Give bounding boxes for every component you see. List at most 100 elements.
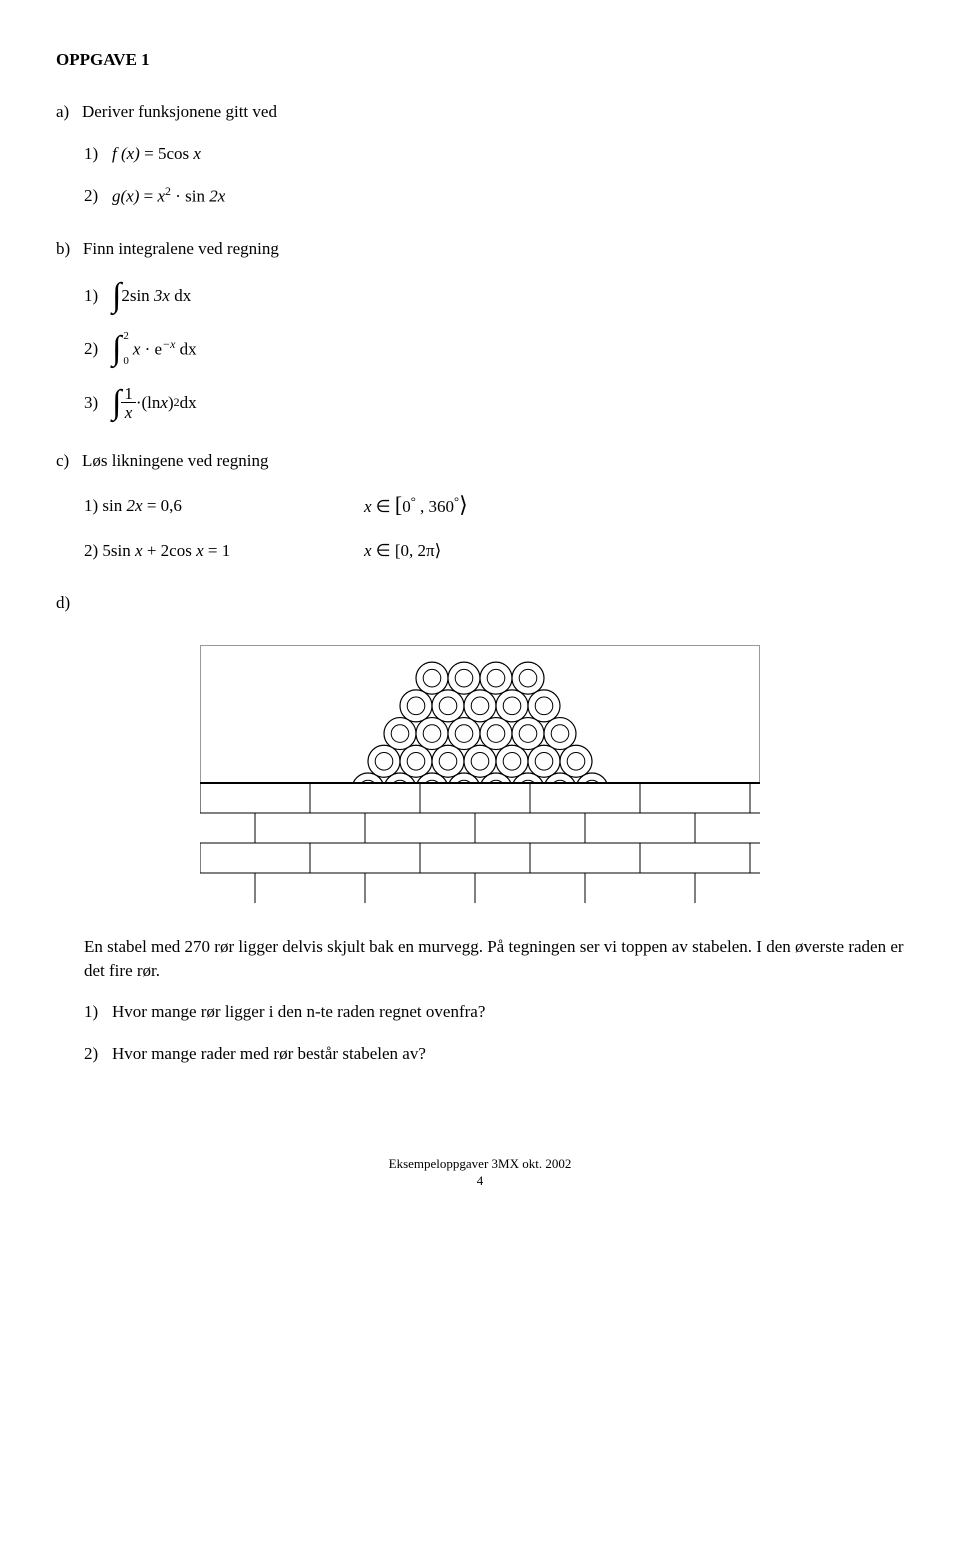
b3-ln: ln (147, 391, 160, 415)
c2-afn: sin (111, 541, 131, 560)
section-c: c) Løs likningene ved regning 1) sin 2x … (56, 449, 904, 563)
c1-dom-a: 0 (402, 497, 411, 516)
a1-var: x (189, 144, 201, 163)
part-a-label: a) (56, 102, 78, 121)
b3-integral: ∫ 1 x · (ln x)2 dx (112, 385, 197, 421)
section-b: b) Finn integralene ved regning 1) ∫ 2si… (56, 237, 904, 421)
d-question-1: 1) Hvor mange rør ligger i den n-te rade… (84, 1000, 904, 1024)
page-footer: Eksempeloppgaver 3MX okt. 2002 4 (56, 1156, 904, 1190)
b3-number: 3) (84, 391, 112, 415)
c2-number: 2) (84, 541, 98, 560)
c2-dom-comma: , (409, 541, 418, 560)
c2-bcoef: 2 (161, 541, 170, 560)
b2-exp: −x (162, 337, 175, 351)
c2-domain: x ∈ [0, 2π⟩ (364, 539, 544, 563)
pipe-stack-svg (200, 645, 760, 905)
c2-acoef: 5 (102, 541, 111, 560)
c2-dom-in: ∈ (372, 541, 395, 560)
footer-page-number: 4 (56, 1173, 904, 1190)
c2-eq: = 1 (204, 541, 231, 560)
b3-dx: dx (180, 391, 197, 415)
b2-limits: 2 0 (123, 331, 129, 367)
a2-lhs: g(x) (112, 187, 139, 206)
a2-a: x (157, 187, 165, 206)
b-item-3: 3) ∫ 1 x · (ln x)2 dx (84, 385, 904, 421)
a1-formula: f (x) = 5cos x (112, 142, 201, 166)
c2-plus: + (143, 541, 161, 560)
b2-upper: 2 (123, 331, 129, 342)
part-a-intro: Deriver funksjonene gitt ved (82, 102, 277, 121)
d-q1-number: 1) (84, 1000, 112, 1024)
d-question-2: 2) Hvor mange rader med rør består stabe… (84, 1042, 904, 1066)
footer-line1: Eksempeloppgaver 3MX okt. 2002 (56, 1156, 904, 1173)
integral-sign-icon: ∫ (112, 279, 121, 313)
a-item-1: 1) f (x) = 5cos x (84, 142, 904, 166)
a1-fn: cos (166, 144, 189, 163)
c1-dom-b: 360 (429, 497, 455, 516)
part-c-intro: Løs likningene ved regning (82, 451, 269, 470)
a2-number: 2) (84, 184, 112, 208)
a2-formula: g(x) = x2 · sin 2x (112, 183, 225, 208)
a1-eq: = (140, 144, 158, 163)
c2-dom-rb: ⟩ (435, 541, 442, 560)
b3-frac-num: 1 (121, 385, 136, 403)
c-item-1: 1) sin 2x = 0,6 x ∈ [0° , 360°⟩ (84, 490, 904, 521)
b-item-1: 1) ∫ 2sin 3x dx (84, 279, 904, 313)
c1-dom-var: x (364, 497, 372, 516)
d-para-text: En stabel med 270 rør ligger delvis skju… (84, 935, 904, 983)
c2-dom-a: 0 (401, 541, 410, 560)
c1-dom-comma: , (416, 497, 429, 516)
c2-bvar: x (192, 541, 204, 560)
b1-arg: 3x (150, 286, 175, 305)
b2-integrand: x · e−x dx (133, 336, 197, 361)
c1-fn: sin (102, 496, 122, 515)
a2-dot: · (171, 187, 185, 206)
d-q1-text: Hvor mange rør ligger i den n-te raden r… (112, 1000, 485, 1024)
part-b-intro: Finn integralene ved regning (83, 239, 279, 258)
task-title: OPPGAVE 1 (56, 48, 904, 72)
c2-equation: 2) 5sin x + 2cos x = 1 (84, 539, 364, 563)
a-item-2: 2) g(x) = x2 · sin 2x (84, 183, 904, 208)
section-d: d) En stabel med 270 rør ligger delvis s… (56, 591, 904, 1066)
integral-sign-icon: ∫ (112, 332, 121, 366)
b3-lnvar: x (160, 391, 168, 415)
c1-arg: 2x (122, 496, 142, 515)
c1-eq: = 0,6 (143, 496, 182, 515)
c1-domain: x ∈ [0° , 360°⟩ (364, 490, 544, 521)
b3-frac-den: x (122, 403, 136, 421)
b2-integral: ∫ 2 0 x · e−x dx (112, 331, 197, 367)
a1-number: 1) (84, 142, 112, 166)
b1-integrand: 2sin 3x dx (121, 284, 191, 308)
b2-a: x (133, 340, 145, 359)
pipe-stack-figure (56, 645, 904, 905)
b1-dx: dx (174, 286, 191, 305)
c1-dom-in: ∈ (372, 497, 395, 516)
section-a: a) Deriver funksjonene gitt ved 1) f (x)… (56, 100, 904, 209)
b2-number: 2) (84, 337, 112, 361)
a2-arg: 2x (205, 187, 225, 206)
c2-dom-var: x (364, 541, 372, 560)
b1-fn: sin (130, 286, 150, 305)
b1-pre: 2 (121, 286, 130, 305)
a2-eq: = (139, 187, 157, 206)
c1-equation: 1) sin 2x = 0,6 (84, 494, 364, 518)
part-d-label: d) (56, 593, 70, 612)
c2-avar: x (131, 541, 143, 560)
d-q2-number: 2) (84, 1042, 112, 1066)
b2-lower: 0 (123, 356, 129, 367)
b1-integral: ∫ 2sin 3x dx (112, 279, 191, 313)
c1-number: 1) (84, 496, 98, 515)
a1-lhs: f (x) (112, 144, 140, 163)
b1-number: 1) (84, 284, 112, 308)
c1-dom-rb: ⟩ (459, 492, 468, 517)
c2-dom-b: 2π (418, 541, 435, 560)
d-paragraph: En stabel med 270 rør ligger delvis skju… (84, 935, 904, 983)
d-q2-text: Hvor mange rader med rør består stabelen… (112, 1042, 426, 1066)
b2-dx: dx (175, 340, 196, 359)
c-item-2: 2) 5sin x + 2cos x = 1 x ∈ [0, 2π⟩ (84, 539, 904, 563)
b3-integrand: 1 x · (ln x)2 dx (121, 385, 196, 421)
c2-bfn: cos (169, 541, 192, 560)
a2-fn: sin (185, 187, 205, 206)
b-item-2: 2) ∫ 2 0 x · e−x dx (84, 331, 904, 367)
integral-sign-icon: ∫ (112, 386, 121, 420)
